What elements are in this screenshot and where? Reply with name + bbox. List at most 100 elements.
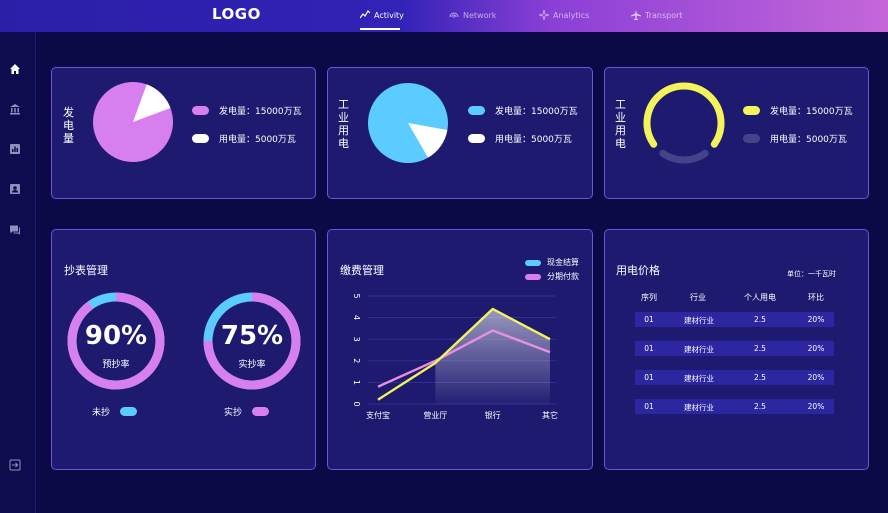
y-tick-label: 4: [352, 315, 361, 320]
column-header: 个人用电: [744, 293, 776, 302]
table-row[interactable]: 01 建材行业 2.5 20%: [635, 370, 834, 385]
table-cell: 01: [644, 315, 654, 324]
gauge-actual-label: 实抄率: [238, 360, 266, 370]
chart-icon[interactable]: [9, 143, 21, 155]
x-tick-label: 银行: [485, 410, 501, 420]
legend-swatch: [743, 106, 760, 115]
legend-item: 用电量：5000万瓦: [743, 132, 847, 145]
legend-item: 发电量：15000万瓦: [468, 104, 578, 117]
column-header: 环比: [808, 293, 824, 302]
legend-swatch: [192, 106, 209, 115]
gauge-value-arc: [67, 292, 165, 390]
nav-network[interactable]: Network: [449, 8, 496, 22]
contact-icon[interactable]: [9, 183, 21, 195]
legend-swatch: [525, 259, 541, 266]
series-line-1: [377, 329, 551, 388]
table-cell: 建材行业: [684, 345, 714, 354]
payment-line-chart: 0 1 2 3 4 5 支付宝 营业厅 银行 其它: [352, 293, 558, 420]
table-cell: 20%: [807, 402, 825, 411]
x-tick-label: 营业厅: [423, 410, 447, 420]
legend-swatch: [468, 134, 485, 143]
column-header: 序列: [641, 293, 657, 302]
pie-slice-cut: [408, 123, 448, 158]
generation-pie: [93, 82, 173, 162]
card-industrial-pie-title: 工业用电: [338, 98, 349, 150]
column-header: 行业: [690, 293, 706, 302]
series-line-0: [377, 307, 551, 401]
gauge-preread: [67, 292, 165, 390]
analytics-icon: [539, 10, 549, 20]
home-icon[interactable]: [9, 63, 21, 75]
logout-icon[interactable]: [9, 459, 21, 471]
card-industrial-ring-title: 工业用电: [615, 98, 626, 150]
top-nav-bar: LOGO Activity Network Analytics Transpor…: [0, 0, 888, 32]
table-cell: 01: [644, 373, 654, 382]
chat-icon[interactable]: [9, 224, 21, 236]
x-tick-label: 支付宝: [366, 410, 390, 420]
table-cell: 20%: [807, 344, 825, 353]
card-price-title: 用电价格: [616, 264, 660, 277]
table-cell: 20%: [807, 373, 825, 382]
table-cell: 01: [644, 344, 654, 353]
y-tick-label: 5: [352, 293, 361, 298]
active-tab-indicator: [360, 28, 400, 30]
legend-item: 用电量：5000万瓦: [468, 132, 572, 145]
table-cell: 建材行业: [684, 316, 714, 325]
y-tick-label: 2: [352, 358, 361, 363]
nav-activity[interactable]: Activity: [360, 8, 404, 22]
industrial-ring: [643, 82, 725, 164]
table-row[interactable]: 01 建材行业 2.5 20%: [635, 312, 834, 327]
card-industrial-ring: 工业用电 发电量：15000万瓦 用电量：5000万瓦: [604, 67, 869, 199]
sidebar: [0, 32, 36, 513]
table-cell: 2.5: [754, 344, 766, 353]
y-tick-label: 0: [352, 401, 361, 406]
network-icon: [449, 12, 459, 18]
table-row[interactable]: 01 建材行业 2.5 20%: [635, 341, 834, 356]
activity-icon: [360, 10, 370, 19]
legend-label: 发电量：15000万瓦: [770, 107, 853, 117]
nav-transport[interactable]: Transport: [631, 8, 683, 22]
table-cell: 20%: [807, 315, 825, 324]
legend-item: 现金结算: [525, 257, 579, 268]
card-generation: 发电量 发电量：15000万瓦 用电量：5000万瓦: [51, 67, 316, 199]
bank-icon[interactable]: [9, 103, 21, 115]
table-cell: 2.5: [754, 315, 766, 324]
table-row[interactable]: 01 建材行业 2.5 20%: [635, 399, 834, 414]
legend-swatch: [468, 106, 485, 115]
legend-label: 未抄: [92, 408, 111, 418]
card-industrial-pie: 工业用电 发电量：15000万瓦 用电量：5000万瓦: [327, 67, 593, 199]
ring-track: [659, 149, 709, 164]
nav-analytics[interactable]: Analytics: [539, 8, 589, 22]
nav-network-label: Network: [463, 10, 497, 20]
legend-label: 分期付款: [547, 272, 579, 281]
legend-swatch: [120, 407, 138, 416]
y-tick-label: 1: [352, 380, 361, 385]
card-generation-title: 发电量: [63, 106, 74, 145]
legend-label: 现金结算: [547, 258, 579, 267]
table-cell: 01: [644, 402, 654, 411]
card-price: 用电价格 单位：一千瓦时 序列 行业 个人用电 环比 01 建材行业 2.5 2…: [604, 229, 869, 470]
legend-item: 分期付款: [525, 271, 579, 282]
legend-swatch: [252, 407, 270, 416]
transport-icon: [631, 10, 641, 20]
gauge-actual: [203, 292, 301, 390]
gauge-preread-label: 预抄率: [102, 360, 130, 370]
y-tick-label: 3: [352, 337, 361, 342]
pie-slice-cut: [133, 84, 171, 122]
card-payment: 缴费管理 现金结算 分期付款 0 1 2 3 4 5 支付宝 营业厅 银行 其它: [327, 229, 593, 470]
nav-activity-label: Activity: [374, 10, 404, 20]
series-area: [435, 308, 550, 404]
logo: LOGO: [212, 5, 261, 23]
legend-label: 用电量：5000万瓦: [770, 135, 847, 145]
x-tick-label: 其它: [542, 410, 558, 420]
table-cell: 2.5: [754, 402, 766, 411]
legend-swatch: [743, 134, 760, 143]
legend-item: 发电量：15000万瓦: [192, 104, 302, 117]
legend-label: 用电量：5000万瓦: [219, 135, 296, 145]
industrial-pie: [368, 83, 448, 163]
legend-label: 发电量：15000万瓦: [219, 107, 302, 117]
legend-label: 用电量：5000万瓦: [495, 135, 572, 145]
table-cell: 建材行业: [684, 374, 714, 383]
table-cell: 建材行业: [684, 403, 714, 412]
card-payment-title: 缴费管理: [340, 264, 384, 277]
